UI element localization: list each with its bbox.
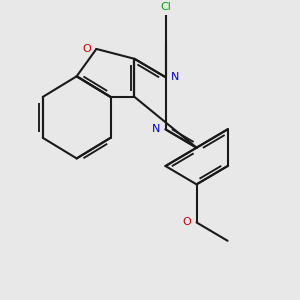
Text: O: O xyxy=(183,218,191,227)
Text: Cl: Cl xyxy=(160,2,171,12)
Text: O: O xyxy=(82,44,91,54)
Text: N: N xyxy=(152,124,160,134)
Text: N: N xyxy=(171,72,179,82)
